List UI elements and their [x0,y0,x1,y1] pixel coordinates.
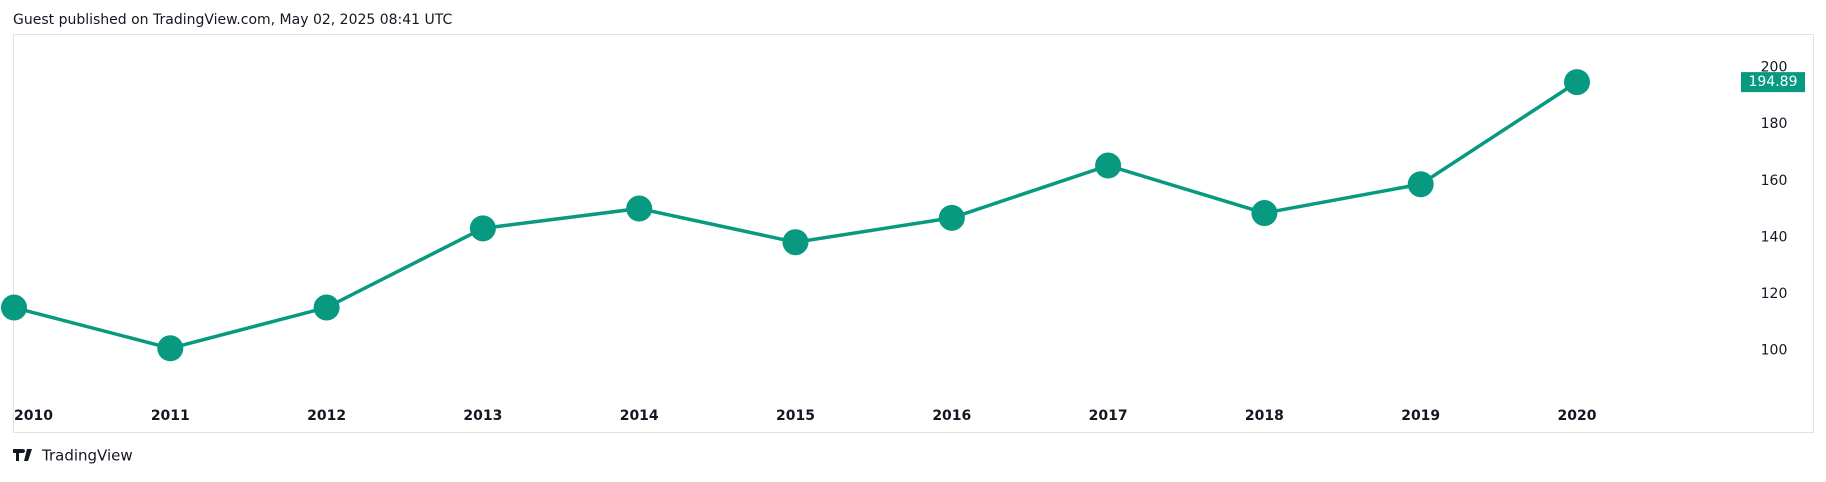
point [1,294,27,321]
x-tick-label: 2020 [1558,408,1597,424]
x-tick-label: 2019 [1401,408,1440,424]
x-tick-label: 2016 [932,408,971,424]
point [157,335,184,362]
line [13,80,1578,351]
chart-frame [13,34,1814,433]
point [626,195,653,222]
header: Guest published on TradingView.com, May … [13,12,453,28]
price-label: 194.89 [1749,74,1798,90]
logo [13,449,32,461]
point [1564,69,1590,96]
x-tick-label: 2012 [307,408,346,424]
y-tick-label: 120 [1761,286,1788,302]
point [1251,200,1278,227]
y-tick-label: 200 [1761,60,1788,76]
point [1407,171,1434,198]
price-label-box [1741,72,1805,93]
x-tick-label: 2011 [151,408,190,424]
point [938,204,965,231]
point [1095,152,1122,179]
point [313,294,340,321]
footer: TradingView [41,447,133,465]
y-tick-label: 160 [1761,173,1788,189]
x-tick-label: 2013 [463,408,502,424]
x-tick-label: 2015 [776,408,815,424]
x-tick-label: 2010 [14,408,53,424]
x-tick-label: 2014 [620,408,659,424]
y-tick-label: 100 [1761,343,1788,359]
x-tick-label: 2018 [1245,408,1284,424]
x-tick-label: 2017 [1089,408,1128,424]
point [782,229,809,256]
y-tick-label: 140 [1761,229,1788,245]
y-tick-label: 180 [1761,116,1788,132]
point [469,215,496,242]
